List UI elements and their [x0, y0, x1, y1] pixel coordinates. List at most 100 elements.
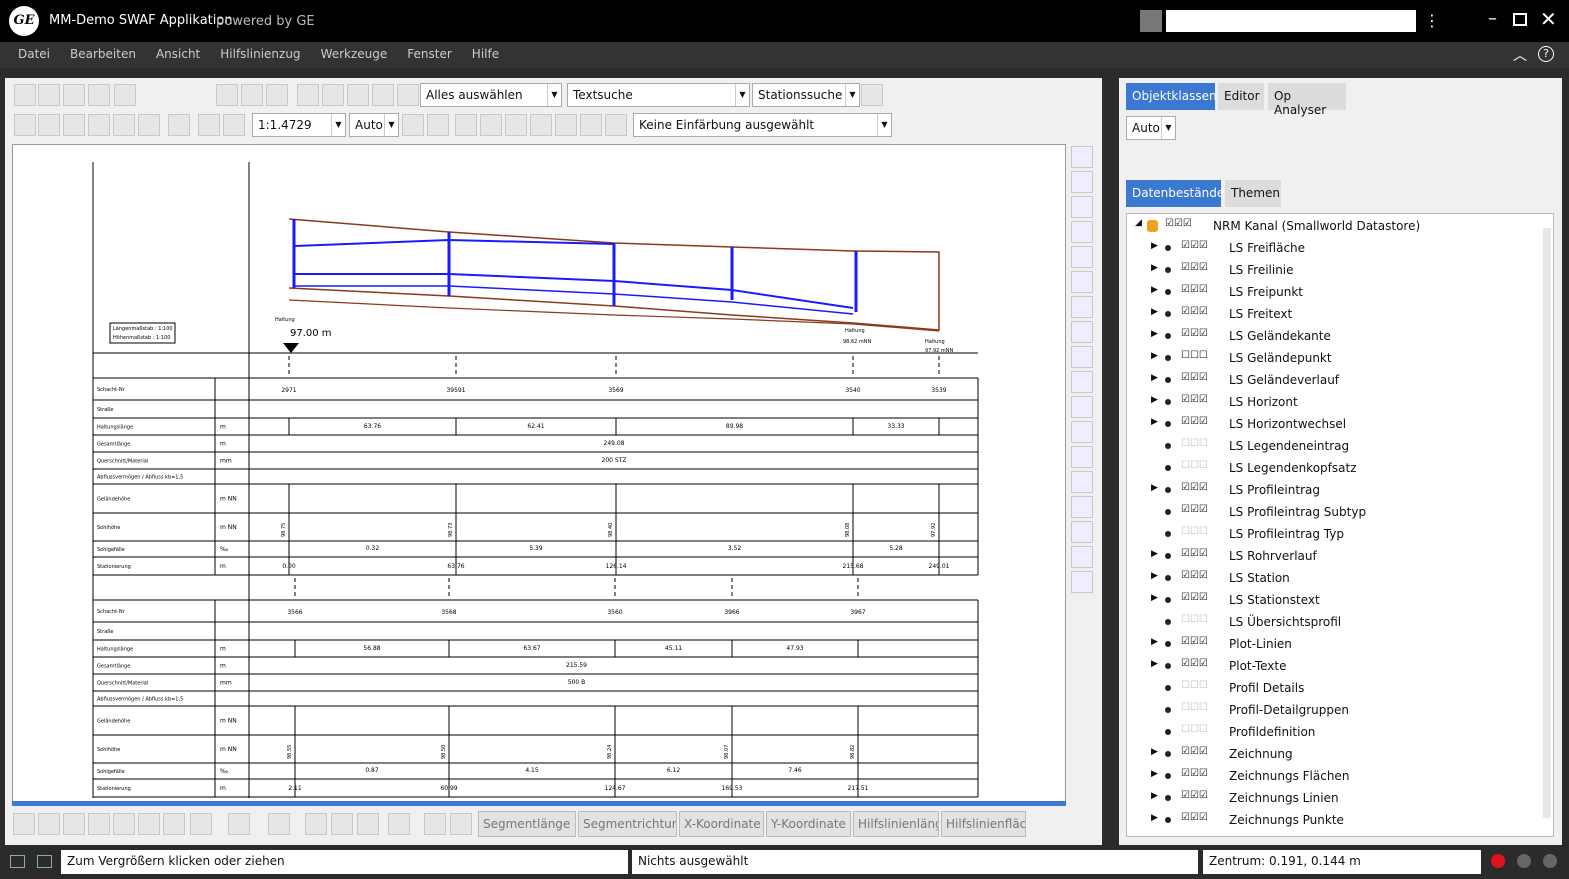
tool-button[interactable]: [241, 84, 263, 106]
tool-button[interactable]: [38, 114, 60, 136]
expander[interactable]: ▶: [1151, 351, 1158, 361]
tree-item[interactable]: ☐☐☐Profil-Detailgruppen: [1127, 699, 1537, 721]
measure-button[interactable]: X-Koordinate: [679, 811, 764, 837]
tree-item[interactable]: ▶☑☑☑LS Profileintrag: [1127, 479, 1537, 501]
side-tool-button[interactable]: [1071, 171, 1093, 193]
edit-tool-button[interactable]: [450, 813, 472, 835]
side-tool-button[interactable]: [1071, 421, 1093, 443]
tool-button[interactable]: [372, 84, 394, 106]
checkboxes[interactable]: ☐☐☐: [1181, 438, 1208, 449]
checkboxes[interactable]: ☑☑☑: [1181, 812, 1208, 823]
edit-tool-button[interactable]: [13, 813, 35, 835]
tree-item[interactable]: ▶☑☑☑LS Rohrverlauf: [1127, 545, 1537, 567]
measure-button[interactable]: Hilfslinienfläch: [941, 811, 1026, 837]
tool-button[interactable]: [63, 114, 85, 136]
tool-button[interactable]: [397, 84, 419, 106]
side-tool-button[interactable]: [1071, 546, 1093, 568]
tool-button[interactable]: [216, 84, 238, 106]
tool-button[interactable]: [198, 114, 220, 136]
expander[interactable]: ▶: [1151, 307, 1158, 317]
expander[interactable]: ▶: [1151, 241, 1158, 251]
expander[interactable]: ◢: [1135, 218, 1142, 228]
edit-tool-button[interactable]: [331, 813, 353, 835]
menu-item[interactable]: Ansicht: [146, 42, 210, 66]
dropdown-arrow[interactable]: ▼: [384, 114, 398, 136]
side-tool-button[interactable]: [1071, 196, 1093, 218]
edit-tool-button[interactable]: [424, 813, 446, 835]
tree-item[interactable]: ☐☐☐Profil Details: [1127, 677, 1537, 699]
panel-tab[interactable]: Op Analyser: [1268, 83, 1346, 110]
tool-button[interactable]: [555, 114, 577, 136]
checkboxes[interactable]: ☑☑☑: [1165, 218, 1192, 229]
scale-field[interactable]: 1:1.4729▼: [252, 113, 346, 137]
dropdown-arrow[interactable]: ▼: [1161, 117, 1175, 139]
checkboxes[interactable]: ☑☑☑: [1181, 636, 1208, 647]
expander[interactable]: ▶: [1151, 395, 1158, 405]
tree-item[interactable]: ▶☑☑☑Zeichnungs Flächen: [1127, 765, 1537, 787]
coloring-field[interactable]: Keine Einfärbung ausgewählt▼: [633, 113, 892, 137]
side-tool-button[interactable]: [1071, 371, 1093, 393]
checkboxes[interactable]: ☑☑☑: [1181, 768, 1208, 779]
tree-item[interactable]: ▶☑☑☑LS Freitext: [1127, 303, 1537, 325]
expander[interactable]: ▶: [1151, 373, 1158, 383]
edit-tool-button[interactable]: [357, 813, 379, 835]
checkboxes[interactable]: ☐☐☐: [1181, 702, 1208, 713]
edit-tool-button[interactable]: [38, 813, 60, 835]
edit-tool-button[interactable]: [388, 813, 410, 835]
tree-root[interactable]: ◢☑☑☑NRM Kanal (Smallworld Datastore): [1127, 215, 1537, 237]
tool-button[interactable]: [168, 114, 190, 136]
checkboxes[interactable]: ☑☑☑: [1181, 548, 1208, 559]
measure-button[interactable]: Segmentlänge: [478, 811, 576, 837]
panel-subtab[interactable]: Datenbestände: [1126, 180, 1221, 207]
side-tool-button[interactable]: [1071, 446, 1093, 468]
tree-item[interactable]: ☑☑☑LS Profileintrag Subtyp: [1127, 501, 1537, 523]
menu-item[interactable]: Bearbeiten: [60, 42, 146, 66]
checkboxes[interactable]: ☑☑☑: [1181, 658, 1208, 669]
checkboxes[interactable]: ☐☐☐: [1181, 350, 1208, 361]
tool-button[interactable]: [402, 114, 424, 136]
tool-button[interactable]: [427, 114, 449, 136]
user-icon[interactable]: [1140, 10, 1162, 32]
checkboxes[interactable]: ☑☑☑: [1181, 240, 1208, 251]
side-tool-button[interactable]: [1071, 321, 1093, 343]
measure-button[interactable]: Y-Koordinate: [766, 811, 851, 837]
panel-tab[interactable]: Editor: [1218, 83, 1264, 110]
checkboxes[interactable]: ☑☑☑: [1181, 592, 1208, 603]
expander[interactable]: ▶: [1151, 637, 1158, 647]
tree-item[interactable]: ▶☑☑☑Plot-Texte: [1127, 655, 1537, 677]
side-tool-button[interactable]: [1071, 396, 1093, 418]
expander[interactable]: ▶: [1151, 747, 1158, 757]
tree-item[interactable]: ▶☐☐☐LS Geländepunkt: [1127, 347, 1537, 369]
expander[interactable]: ▶: [1151, 263, 1158, 273]
checkboxes[interactable]: ☑☑☑: [1181, 262, 1208, 273]
side-tool-button[interactable]: [1071, 246, 1093, 268]
side-tool-button[interactable]: [1071, 271, 1093, 293]
tool-button[interactable]: [580, 114, 602, 136]
checkboxes[interactable]: ☑☑☑: [1181, 482, 1208, 493]
more-button[interactable]: ⋮: [1424, 11, 1440, 30]
tool-button[interactable]: [138, 114, 160, 136]
expander[interactable]: ▶: [1151, 417, 1158, 427]
expander[interactable]: ▶: [1151, 659, 1158, 669]
checkboxes[interactable]: ☑☑☑: [1181, 372, 1208, 383]
expander[interactable]: ▶: [1151, 593, 1158, 603]
checkboxes[interactable]: ☐☐☐: [1181, 680, 1208, 691]
auto-field[interactable]: Auto▼: [349, 113, 399, 137]
dropdown-arrow[interactable]: ▼: [845, 84, 859, 106]
expander[interactable]: ▶: [1151, 329, 1158, 339]
tool-button[interactable]: [297, 84, 319, 106]
side-tool-button[interactable]: [1071, 146, 1093, 168]
tree-item[interactable]: ▶☑☑☑LS Freifläche: [1127, 237, 1537, 259]
tool-button[interactable]: [530, 114, 552, 136]
status-icon[interactable]: [37, 855, 52, 868]
checkboxes[interactable]: ☑☑☑: [1181, 504, 1208, 515]
expander[interactable]: ▶: [1151, 571, 1158, 581]
tool-button[interactable]: [63, 84, 85, 106]
panel-auto-field[interactable]: Auto▼: [1126, 116, 1176, 140]
close-button[interactable]: ✕: [1540, 7, 1557, 31]
edit-tool-button[interactable]: [63, 813, 85, 835]
checkboxes[interactable]: ☑☑☑: [1181, 790, 1208, 801]
edit-tool-button[interactable]: [268, 813, 290, 835]
tree-item[interactable]: ☐☐☐LS Legendeneintrag: [1127, 435, 1537, 457]
edit-tool-button[interactable]: [113, 813, 135, 835]
